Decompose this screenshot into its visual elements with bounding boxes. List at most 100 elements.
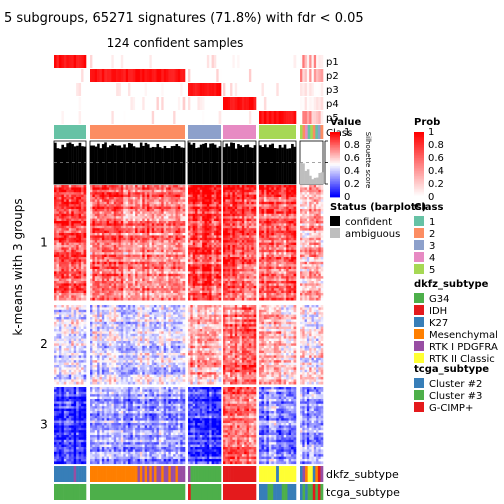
heatmap-cell — [266, 218, 270, 222]
heatmap-cell — [151, 290, 155, 294]
heatmap-cell — [311, 257, 315, 260]
heatmap-cell — [111, 266, 115, 270]
heatmap-cell — [104, 273, 107, 277]
heatmap-cell — [253, 288, 257, 291]
heatmap-cell — [149, 185, 153, 188]
heatmap-cell — [156, 209, 160, 212]
heatmap-cell — [199, 259, 203, 263]
heatmap-cell — [111, 230, 115, 234]
heatmap-cell — [234, 290, 238, 294]
heatmap-cell — [266, 235, 270, 239]
heatmap-cell — [239, 197, 243, 200]
heatmap-cell — [237, 297, 240, 301]
heatmap-cell — [149, 240, 153, 243]
heatmap-cell — [230, 293, 233, 296]
heatmap-cell — [230, 189, 233, 193]
heatmap-cell — [68, 240, 72, 243]
heatmap-cell — [132, 218, 136, 222]
heatmap-cell — [309, 223, 312, 227]
heatmap-cell — [137, 197, 141, 200]
heatmap-cell — [163, 192, 167, 195]
heatmap-cell — [195, 295, 198, 299]
heatmap-cell — [137, 189, 141, 193]
heatmap-cell — [195, 223, 198, 227]
heatmap-cell — [293, 185, 297, 188]
heatmap-cell — [73, 276, 77, 279]
heatmap-cell — [116, 194, 119, 198]
heatmap-cell — [232, 197, 236, 200]
heatmap-cell — [223, 254, 226, 258]
heatmap-cell — [139, 209, 143, 212]
heatmap-cell — [128, 187, 131, 191]
heatmap-cell — [188, 290, 191, 294]
heatmap-cell — [71, 192, 74, 195]
heatmap-cell — [56, 293, 60, 296]
heatmap-cell — [101, 235, 105, 239]
heatmap-cell — [92, 237, 96, 241]
heatmap-cell — [94, 235, 98, 239]
heatmap-cell — [137, 252, 141, 255]
heatmap-cell — [81, 283, 84, 287]
heatmap-cell — [130, 216, 134, 219]
heatmap-cell — [234, 228, 238, 231]
heatmap-cell — [271, 257, 275, 260]
heatmap-cell — [170, 204, 174, 207]
heatmap-cell — [137, 297, 141, 301]
heatmap-cell — [151, 266, 155, 270]
heatmap-cell — [104, 233, 107, 236]
heatmap-cell — [232, 242, 236, 246]
heatmap-cell — [135, 259, 138, 263]
heatmap-cell — [76, 228, 79, 231]
heatmap-cell — [199, 206, 203, 210]
heatmap-cell — [139, 297, 143, 301]
heatmap-cell — [206, 194, 210, 198]
heatmap-cell — [173, 281, 176, 284]
heatmap-cell — [278, 261, 282, 265]
heatmap-cell — [56, 283, 60, 287]
heatmap-cell — [168, 293, 172, 296]
heatmap-cell — [281, 252, 284, 255]
heatmap-cell — [206, 293, 210, 296]
heatmap-cell — [188, 209, 191, 212]
heatmap-cell — [211, 228, 215, 231]
heatmap-cell — [163, 257, 167, 260]
heatmap-cell — [130, 245, 134, 248]
heatmap-cell — [271, 194, 275, 198]
heatmap-cell — [304, 199, 308, 203]
heatmap-cell — [144, 259, 148, 263]
heatmap-cell — [190, 225, 194, 229]
heatmap-cell — [144, 194, 148, 198]
heatmap-cell — [120, 240, 124, 243]
heatmap-cell — [120, 283, 124, 287]
heatmap-cell — [313, 264, 317, 267]
heatmap-cell — [288, 197, 292, 200]
heatmap-cell — [223, 218, 226, 222]
heatmap-cell — [149, 293, 153, 296]
heatmap-cell — [197, 206, 201, 210]
heatmap-cell — [113, 257, 117, 260]
heatmap-cell — [276, 297, 280, 301]
heatmap-cell — [246, 257, 250, 260]
heatmap-cell — [311, 225, 315, 229]
heatmap-cell — [128, 271, 131, 275]
heatmap-cell — [237, 290, 240, 294]
heatmap-cell — [116, 285, 119, 289]
heatmap-cell — [273, 197, 277, 200]
heatmap-cell — [125, 194, 129, 198]
heatmap-cell — [125, 218, 129, 222]
heatmap-cell — [288, 218, 292, 222]
heatmap-cell — [139, 285, 143, 289]
heatmap-cell — [61, 278, 65, 282]
heatmap-cell — [223, 276, 226, 279]
heatmap-cell — [237, 204, 240, 207]
heatmap-cell — [313, 245, 317, 248]
heatmap-cell — [192, 187, 196, 191]
heatmap-cell — [135, 293, 138, 296]
heatmap-cell — [94, 185, 98, 188]
heatmap-cell — [54, 199, 57, 203]
heatmap-cell — [135, 276, 138, 279]
heatmap-cell — [83, 230, 87, 234]
heatmap-cell — [273, 247, 277, 251]
heatmap-cell — [188, 216, 191, 219]
heatmap-cell — [56, 271, 60, 275]
